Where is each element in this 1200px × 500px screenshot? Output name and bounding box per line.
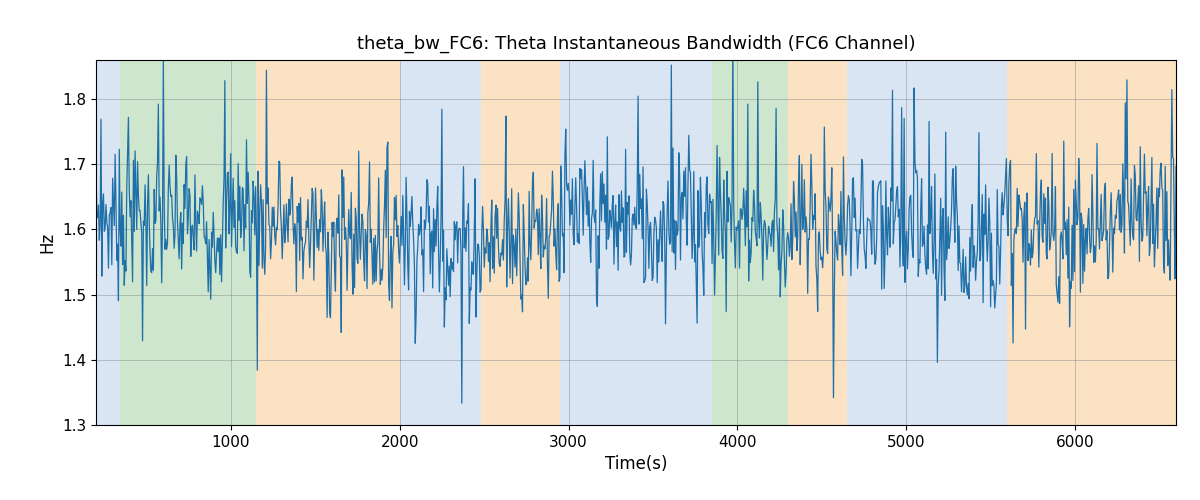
Bar: [1007, 60, 1176, 425]
Bar: [120, 60, 257, 425]
Y-axis label: Hz: Hz: [38, 232, 56, 253]
Bar: [257, 60, 400, 425]
Bar: [712, 60, 788, 425]
Title: theta_bw_FC6: Theta Instantaneous Bandwidth (FC6 Channel): theta_bw_FC6: Theta Instantaneous Bandwi…: [356, 35, 916, 53]
Bar: [847, 60, 1007, 425]
Bar: [560, 60, 712, 425]
Bar: [788, 60, 847, 425]
Bar: [96, 60, 120, 425]
Bar: [400, 60, 481, 425]
Bar: [481, 60, 560, 425]
X-axis label: Time(s): Time(s): [605, 456, 667, 473]
